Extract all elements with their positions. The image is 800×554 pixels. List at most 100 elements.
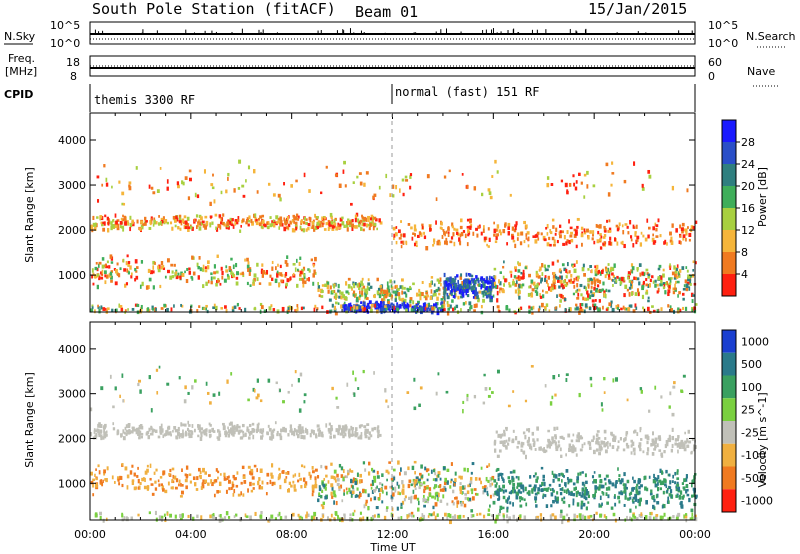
- heatmap-cell: [503, 260, 505, 264]
- heatmap-cell: [495, 517, 498, 521]
- heatmap-cell: [603, 225, 606, 229]
- heatmap-cell: [631, 270, 634, 274]
- heatmap-cell: [216, 490, 219, 494]
- heatmap-cell: [136, 303, 140, 308]
- heatmap-cell: [595, 441, 598, 445]
- heatmap-cell: [608, 302, 612, 307]
- heatmap-cell: [96, 284, 99, 290]
- heatmap-cell: [382, 307, 385, 311]
- heatmap-cell: [317, 498, 320, 503]
- heatmap-cell: [277, 263, 279, 267]
- heatmap-cell: [489, 477, 492, 482]
- heatmap-cell: [647, 234, 650, 239]
- heatmap-cell: [182, 181, 185, 186]
- heatmap-cell: [133, 486, 137, 491]
- heatmap-cell: [376, 485, 378, 489]
- heatmap-cell: [466, 184, 469, 190]
- heatmap-cell: [307, 222, 311, 227]
- heatmap-cell: [559, 491, 563, 496]
- heatmap-cell: [577, 432, 581, 436]
- heatmap-cell: [357, 387, 360, 390]
- heatmap-cell: [346, 491, 349, 495]
- heatmap-cell: [598, 452, 602, 456]
- heatmap-cell: [302, 435, 306, 440]
- heatmap-cell: [572, 280, 575, 284]
- heatmap-cell: [480, 466, 483, 470]
- heatmap-cell: [95, 429, 98, 433]
- heatmap-cell: [173, 219, 177, 223]
- heatmap-cell: [660, 283, 663, 287]
- heatmap-cell: [155, 368, 159, 372]
- heatmap-cell: [440, 301, 444, 306]
- heatmap-cell: [584, 489, 586, 494]
- heatmap-cell: [665, 469, 668, 474]
- heatmap-cell: [357, 436, 360, 440]
- heatmap-cell: [484, 386, 488, 391]
- heatmap-cell: [466, 284, 469, 289]
- heatmap-cell: [175, 478, 179, 483]
- heatmap-cell: [161, 485, 165, 490]
- heatmap-cell: [359, 181, 363, 186]
- heatmap-cell: [212, 430, 216, 433]
- heatmap-cell: [438, 307, 441, 310]
- heatmap-cell: [289, 276, 292, 281]
- heatmap-cell: [631, 266, 635, 271]
- heatmap-cell: [558, 483, 561, 487]
- heatmap-cell: [453, 283, 457, 287]
- heatmap-cell: [669, 391, 672, 396]
- heatmap-cell: [480, 286, 482, 290]
- heatmap-cell: [497, 477, 500, 481]
- heatmap-cell: [685, 266, 688, 269]
- heatmap-cell: [320, 191, 323, 195]
- heatmap-cell: [148, 277, 152, 282]
- heatmap-cell: [688, 238, 691, 242]
- heatmap-cell: [479, 277, 483, 282]
- heatmap-cell: [386, 287, 389, 292]
- heatmap-cell: [594, 485, 597, 490]
- heatmap-cell: [106, 216, 109, 221]
- heatmap-cell: [589, 265, 592, 268]
- heatmap-cell: [597, 308, 601, 312]
- heatmap-cell: [549, 401, 553, 406]
- heatmap-cell: [265, 269, 269, 275]
- heatmap-cell: [614, 437, 617, 443]
- heatmap-cell: [463, 282, 466, 287]
- heatmap-cell: [525, 502, 528, 507]
- heatmap-cell: [367, 305, 370, 309]
- heatmap-cell: [575, 260, 578, 264]
- heatmap-cell: [603, 233, 607, 237]
- heatmap-cell: [90, 308, 94, 313]
- heatmap-cell: [636, 483, 639, 487]
- heatmap-cell: [294, 309, 297, 312]
- heatmap-cell: [334, 173, 338, 177]
- heatmap-cell: [213, 271, 217, 275]
- heatmap-cell: [618, 277, 621, 282]
- heatmap-cell: [530, 365, 534, 368]
- heatmap-cell: [545, 449, 548, 453]
- heatmap-cell: [126, 485, 129, 490]
- heatmap-cell: [495, 482, 498, 485]
- heatmap-cell: [604, 437, 607, 440]
- heatmap-cell: [231, 481, 234, 485]
- heatmap-cell: [532, 486, 536, 491]
- heatmap-cell: [643, 476, 646, 481]
- heatmap-cell: [428, 492, 432, 498]
- heatmap-cell: [218, 432, 221, 437]
- heatmap-cell: [166, 186, 169, 191]
- heatmap-cell: [106, 466, 109, 471]
- heatmap-cell: [333, 500, 335, 505]
- heatmap-cell: [145, 220, 148, 223]
- heatmap-cell: [563, 280, 566, 284]
- heatmap-cell: [202, 223, 205, 228]
- heatmap-cell: [554, 393, 557, 397]
- heatmap-cell: [338, 224, 342, 230]
- heatmap-cell: [97, 306, 100, 309]
- heatmap-cell: [365, 171, 369, 175]
- heatmap-cell: [322, 501, 326, 505]
- heatmap-cell: [331, 486, 334, 491]
- heatmap-cell: [167, 269, 170, 274]
- heatmap-cell: [552, 271, 556, 276]
- heatmap-cell: [412, 309, 415, 313]
- heatmap-cell: [151, 270, 155, 274]
- heatmap-cell: [573, 277, 576, 282]
